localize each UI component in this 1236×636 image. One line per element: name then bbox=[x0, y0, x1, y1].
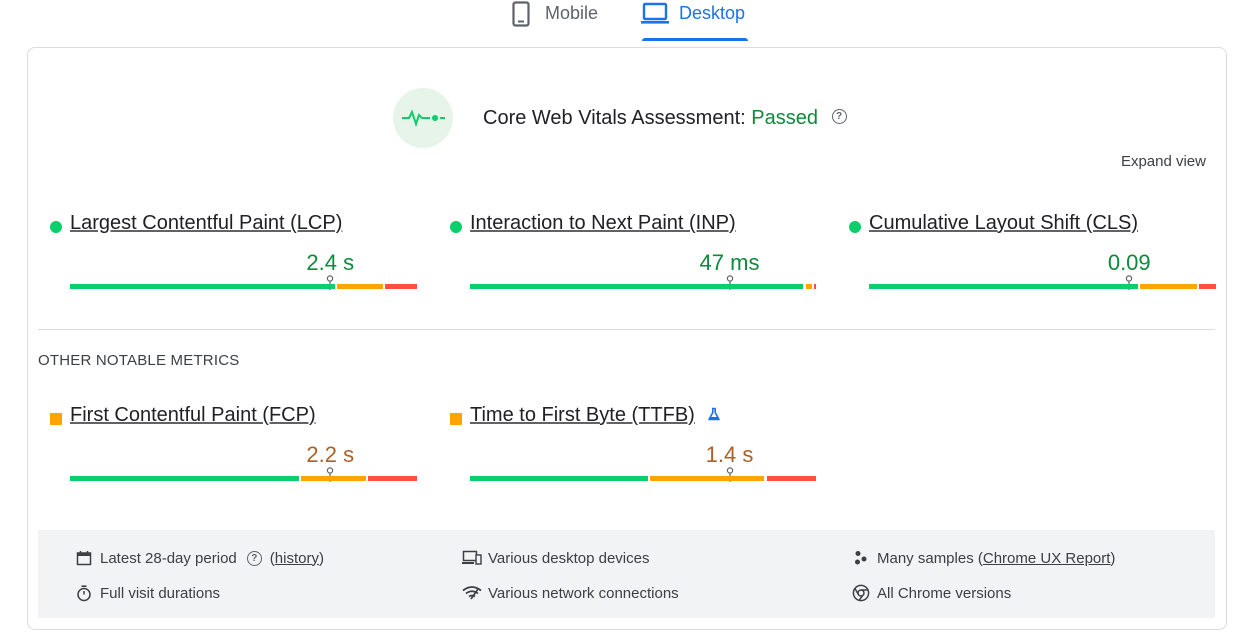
history-link[interactable]: history bbox=[274, 549, 319, 567]
poor-segment bbox=[385, 284, 417, 289]
metric-value: 1.4 s bbox=[705, 442, 754, 467]
assessment-title: Core Web Vitals Assessment: Passed ? bbox=[483, 107, 847, 130]
poor-segment bbox=[814, 284, 816, 289]
good-segment bbox=[470, 476, 648, 481]
average-segment bbox=[301, 476, 366, 481]
metric-value: 2.2 s bbox=[306, 442, 355, 467]
average-segment bbox=[806, 284, 812, 289]
devices-icon bbox=[462, 548, 482, 568]
network-text: Various network connections bbox=[488, 584, 679, 602]
distribution-bar bbox=[869, 284, 1216, 289]
device-tabs: Mobile Desktop bbox=[0, 0, 1236, 42]
distribution-bar bbox=[70, 284, 417, 289]
versions-text: All Chrome versions bbox=[877, 584, 1012, 602]
samples-icon bbox=[851, 548, 871, 568]
period-info: Latest 28-day period ? (history) bbox=[74, 548, 324, 568]
calendar-icon bbox=[74, 548, 94, 568]
wifi-icon bbox=[462, 583, 482, 603]
distribution-bar bbox=[470, 284, 816, 289]
samples-info: Many samples (Chrome UX Report) bbox=[851, 548, 1115, 568]
history-paren-open: ( bbox=[269, 549, 275, 567]
versions-info: All Chrome versions bbox=[851, 583, 1011, 603]
chrome-ux-report-link[interactable]: Chrome UX Report bbox=[982, 549, 1111, 567]
good-status-dot bbox=[50, 221, 62, 233]
metric-name[interactable]: Time to First Byte (TTFB) bbox=[470, 404, 695, 426]
average-status-square bbox=[450, 413, 462, 425]
poor-segment bbox=[1199, 284, 1216, 289]
metric-inp: Interaction to Next Paint (INP) 47 ms bbox=[450, 212, 816, 292]
devices-text: Various desktop devices bbox=[488, 549, 650, 567]
duration-text: Full visit durations bbox=[100, 584, 221, 602]
tab-mobile-label: Mobile bbox=[545, 3, 599, 23]
help-icon[interactable]: ? bbox=[246, 550, 262, 566]
good-segment bbox=[869, 284, 1138, 289]
devices-info: Various desktop devices bbox=[462, 548, 649, 568]
metric-value: 2.4 s bbox=[306, 250, 355, 275]
assessment-status: Passed bbox=[751, 107, 818, 129]
selected-tab-indicator bbox=[642, 38, 748, 41]
good-segment bbox=[70, 476, 299, 481]
metric-cls: Cumulative Layout Shift (CLS) 0.09 bbox=[849, 212, 1216, 292]
expand-view-button[interactable]: Expand view bbox=[1120, 153, 1206, 170]
distribution-bar bbox=[70, 476, 417, 481]
metric-name[interactable]: First Contentful Paint (FCP) bbox=[70, 404, 316, 426]
good-segment bbox=[470, 284, 803, 289]
chrome-icon bbox=[851, 583, 871, 603]
duration-info: Full visit durations bbox=[74, 583, 220, 603]
flask-icon[interactable] bbox=[707, 407, 721, 421]
tab-desktop[interactable]: Desktop bbox=[640, 0, 745, 42]
good-status-dot bbox=[450, 221, 462, 233]
poor-segment bbox=[767, 476, 816, 481]
cwv-card bbox=[27, 47, 1227, 630]
average-status-square bbox=[50, 413, 62, 425]
data-info-footer: Latest 28-day period ? (history) Full vi… bbox=[38, 530, 1215, 618]
distribution-bar bbox=[470, 476, 816, 481]
help-icon[interactable]: ? bbox=[831, 109, 847, 125]
stopwatch-icon bbox=[74, 583, 94, 603]
network-info: Various network connections bbox=[462, 583, 679, 603]
good-status-dot bbox=[849, 221, 861, 233]
average-segment bbox=[650, 476, 764, 481]
history-paren-close: ) bbox=[318, 549, 324, 567]
metric-fcp: First Contentful Paint (FCP) 2.2 s bbox=[50, 404, 417, 484]
metric-name[interactable]: Largest Contentful Paint (LCP) bbox=[70, 212, 343, 234]
poor-segment bbox=[368, 476, 417, 481]
samples-suffix: ) bbox=[1110, 549, 1116, 567]
average-segment bbox=[1140, 284, 1197, 289]
average-segment bbox=[337, 284, 383, 289]
metric-ttfb: Time to First Byte (TTFB) 1.4 s bbox=[450, 404, 816, 484]
period-text: Latest 28-day period bbox=[100, 549, 237, 567]
tab-desktop-label: Desktop bbox=[679, 3, 746, 23]
metric-lcp: Largest Contentful Paint (LCP) 2.4 s bbox=[50, 212, 417, 292]
good-segment bbox=[70, 284, 335, 289]
metric-value: 0.09 bbox=[1107, 250, 1151, 275]
samples-prefix: Many samples ( bbox=[877, 549, 983, 567]
metric-name[interactable]: Cumulative Layout Shift (CLS) bbox=[869, 212, 1139, 234]
assessment-label: Core Web Vitals Assessment: bbox=[483, 107, 746, 129]
tab-mobile[interactable]: Mobile bbox=[506, 0, 598, 42]
section-divider bbox=[38, 329, 1215, 330]
metric-value: 47 ms bbox=[699, 250, 760, 275]
laptop-icon bbox=[640, 1, 670, 27]
other-metrics-heading: OTHER NOTABLE METRICS bbox=[38, 352, 240, 369]
heartbeat-icon bbox=[393, 88, 453, 148]
phone-icon bbox=[506, 1, 536, 27]
metric-name[interactable]: Interaction to Next Paint (INP) bbox=[470, 212, 736, 234]
